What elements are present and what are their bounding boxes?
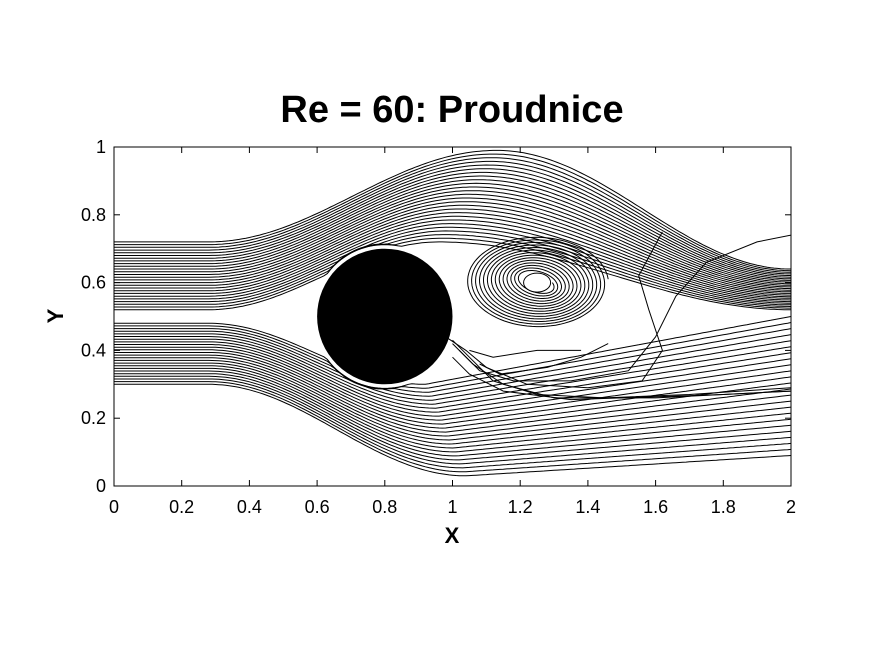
y-tick-label: 0.6: [81, 273, 106, 293]
x-tick-label: 1.8: [711, 497, 736, 517]
streamline-lower: [114, 362, 791, 445]
streamline-upper: [114, 204, 791, 294]
plot-area: [114, 149, 791, 477]
streamline-lower: [114, 354, 791, 433]
x-tick-label: 0.6: [305, 497, 330, 517]
streamline-wake: [479, 343, 609, 375]
streamline-lower: [114, 352, 791, 429]
streamline-lower: [114, 375, 791, 465]
streamline-lower: [114, 349, 791, 425]
streamline-lower: [114, 336, 791, 405]
streamline-upper: [114, 219, 791, 301]
streamline-lower: [114, 378, 791, 469]
x-tick-label: 1.6: [643, 497, 668, 517]
streamline-upper: [114, 168, 791, 278]
vortex-spiral: [467, 236, 609, 328]
streamline-upper: [114, 171, 791, 280]
chart-title: Re = 60: Proudnice: [280, 89, 623, 131]
x-tick-label: 1.2: [508, 497, 533, 517]
streamline-upper: [114, 208, 791, 296]
y-tick-label: 0.2: [81, 408, 106, 428]
x-tick-label: 1.4: [575, 497, 600, 517]
x-tick-label: 0.8: [372, 497, 397, 517]
streamline-lower: [114, 328, 791, 393]
streamline-upper: [114, 182, 791, 285]
streamline-upper: [114, 175, 791, 281]
streamline-lower: [114, 344, 791, 417]
streamline-upper: [114, 201, 791, 293]
streamline-lower: [114, 346, 791, 421]
x-axis-label: X: [445, 523, 460, 548]
y-tick-label: 0.4: [81, 340, 106, 360]
streamline-upper: [114, 149, 791, 270]
streamline-lower: [114, 330, 791, 397]
streamline-upper: [114, 215, 791, 299]
cylinder-obstacle: [317, 248, 453, 385]
streamline-wake: [452, 339, 791, 399]
vortex-core: [523, 272, 552, 293]
streamline-upper: [114, 164, 791, 276]
y-tick-label: 0: [96, 476, 106, 496]
streamline-lower: [114, 365, 791, 449]
streamline-lower: [114, 383, 791, 477]
streamline-upper: [114, 212, 791, 298]
streamline-wake: [469, 349, 582, 358]
streamline-lower: [114, 338, 791, 409]
streamline-upper: [114, 193, 791, 290]
streamline-upper: [114, 157, 791, 273]
streamline-upper: [114, 230, 791, 306]
streamline-lower: [114, 370, 791, 457]
streamline-upper: [114, 237, 791, 309]
streamline-upper: [114, 226, 791, 304]
streamline-lower: [114, 341, 791, 413]
streamline-wake: [445, 231, 663, 389]
streamline-upper: [114, 186, 791, 286]
x-tick-label: 0.4: [237, 497, 262, 517]
streamline-wake: [458, 234, 791, 382]
axes: 0 0.2 0.4 0.6 0.8 1 1.2 1.4 1.6 1.8 2 0 0.2 0.4 0.6 0.8…: [81, 137, 796, 517]
streamline-lower: [114, 357, 791, 437]
streamline-lower: [114, 359, 791, 441]
streamline-lower: [114, 316, 791, 389]
streamline-upper: [114, 197, 791, 291]
streamline-upper: [114, 160, 791, 275]
streamline-upper: [114, 234, 791, 307]
x-tick-label: 1: [447, 497, 457, 517]
streamline-lower: [114, 333, 791, 401]
streamline-upper: [114, 179, 791, 283]
y-tick-label: 1: [96, 137, 106, 157]
streamline-upper: [114, 190, 791, 288]
streamline-wake: [452, 356, 791, 401]
streamline-lower: [114, 367, 791, 453]
streamline-upper: [114, 153, 791, 272]
x-tick-label: 2: [786, 497, 796, 517]
x-tick-label: 0.2: [169, 497, 194, 517]
streamline-lower: [114, 322, 791, 390]
y-tick-label: 0.8: [81, 205, 106, 225]
streamline-lower: [114, 381, 791, 473]
x-tick-label: 0: [109, 497, 119, 517]
y-axis-label: Y: [43, 308, 68, 323]
streamline-upper: [114, 223, 791, 303]
streamline-lower: [114, 373, 791, 461]
streamline-upper: [114, 241, 791, 311]
